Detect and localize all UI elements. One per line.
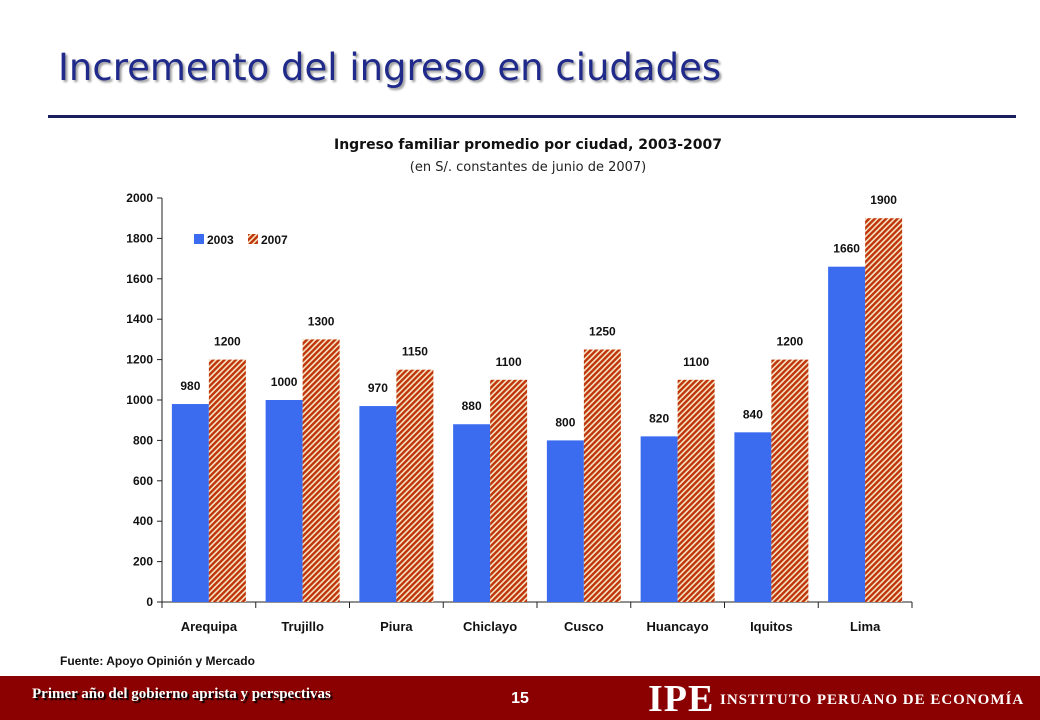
y-tick-label: 200 <box>133 555 153 569</box>
bar-2003-huancayo <box>640 436 678 602</box>
bar-2007-huancayo <box>677 379 715 602</box>
data-label: 1300 <box>308 314 335 328</box>
data-label: 1100 <box>683 355 709 369</box>
y-tick-label: 1600 <box>126 272 153 286</box>
x-tick-label: Trujillo <box>281 619 324 634</box>
data-label: 1900 <box>870 193 897 207</box>
y-tick-label: 2000 <box>126 191 153 205</box>
legend-label-2003: 2003 <box>207 233 234 247</box>
legend-swatch-2003 <box>194 234 204 244</box>
bar-2003-cusco <box>546 440 584 602</box>
x-tick-label: Arequipa <box>181 619 238 634</box>
bar-2007-piura <box>396 369 434 602</box>
slide-title: Incremento del ingreso en ciudades <box>58 46 722 89</box>
data-label: 1000 <box>271 375 298 389</box>
y-tick-label: 1200 <box>126 353 153 367</box>
footer-text: Primer año del gobierno aprista y perspe… <box>32 686 331 702</box>
data-label: 970 <box>368 381 388 395</box>
institution-name: INSTITUTO PERUANO DE ECONOMÍA <box>720 692 1025 708</box>
x-tick-label: Lima <box>850 619 881 634</box>
legend-swatch-2007 <box>248 234 258 244</box>
bar-2007-chiclayo <box>490 379 528 602</box>
data-label: 840 <box>743 407 763 421</box>
bar-2007-lima <box>865 218 903 602</box>
y-tick-label: 1800 <box>126 231 153 245</box>
data-label: 800 <box>555 415 575 429</box>
data-label: 1100 <box>496 355 522 369</box>
bar-2003-arequipa <box>171 404 209 602</box>
footer-bar: Primer año del gobierno aprista y perspe… <box>0 676 1040 720</box>
x-tick-label: Iquitos <box>750 619 793 634</box>
bar-2007-arequipa <box>208 359 246 602</box>
y-tick-label: 400 <box>133 514 153 528</box>
bar-2003-piura <box>359 406 397 602</box>
page-number: 15 <box>511 690 529 707</box>
x-tick-label: Chiclayo <box>463 619 517 634</box>
x-tick-label: Cusco <box>564 619 604 634</box>
data-label: 880 <box>462 399 482 413</box>
title-divider <box>48 115 1016 118</box>
data-label: 1250 <box>589 325 616 339</box>
data-label: 1150 <box>402 345 428 359</box>
bar-2003-trujillo <box>265 400 303 602</box>
y-tick-label: 800 <box>133 433 153 447</box>
y-tick-label: 0 <box>146 595 153 609</box>
data-label: 1200 <box>777 335 804 349</box>
ipe-logo: IPE <box>648 678 715 720</box>
bar-2003-iquitos <box>734 432 772 602</box>
bar-2003-chiclayo <box>453 424 491 602</box>
y-tick-label: 1000 <box>126 393 153 407</box>
x-tick-label: Huancayo <box>647 619 709 634</box>
y-tick-label: 600 <box>133 474 153 488</box>
chart-title: Ingreso familiar promedio por ciudad, 20… <box>333 137 722 153</box>
legend-label-2007: 2007 <box>261 233 288 247</box>
y-tick-label: 1400 <box>126 312 153 326</box>
bar-2007-cusco <box>583 349 621 602</box>
data-label: 980 <box>180 379 200 393</box>
data-label: 820 <box>649 411 669 425</box>
bar-2003-lima <box>828 266 866 602</box>
data-label: 1660 <box>833 242 860 256</box>
bar-2007-trujillo <box>302 339 340 602</box>
x-tick-label: Piura <box>380 619 413 634</box>
data-label: 1200 <box>214 335 241 349</box>
source-note: Fuente: Apoyo Opinión y Mercado <box>60 654 255 668</box>
bar-2007-iquitos <box>771 359 809 602</box>
chart-subtitle: (en S/. constantes de junio de 2007) <box>409 160 647 175</box>
